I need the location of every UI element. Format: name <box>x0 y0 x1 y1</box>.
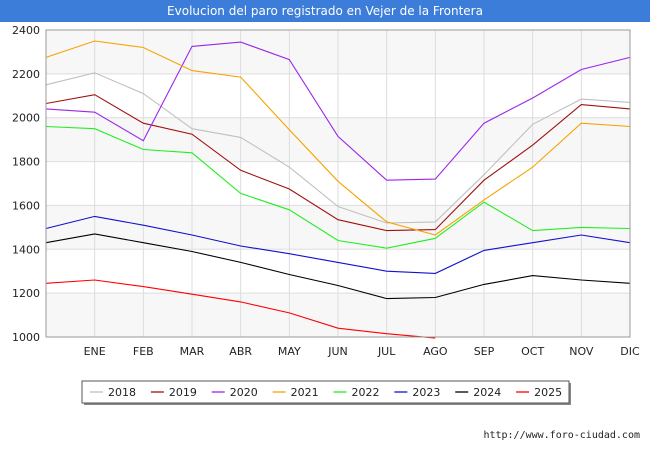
x-tick-label: AGO <box>423 345 448 358</box>
chart-title: Evolucion del paro registrado en Vejer d… <box>0 0 650 22</box>
x-tick-label: JUL <box>377 345 396 358</box>
legend-label-2018: 2018 <box>108 386 136 399</box>
y-tick-label: 2000 <box>12 112 40 125</box>
legend-label-2022: 2022 <box>352 386 380 399</box>
x-tick-label: DIC <box>620 345 640 358</box>
legend-label-2019: 2019 <box>169 386 197 399</box>
legend-label-2021: 2021 <box>291 386 319 399</box>
x-tick-label: JUN <box>327 345 348 358</box>
y-tick-label: 1800 <box>12 156 40 169</box>
y-tick-labels: 1000 1200 1400 1600 1800 2000 2200 2400 <box>12 24 40 344</box>
x-tick-label: SEP <box>474 345 495 358</box>
plot-border <box>45 29 631 338</box>
series-line-2021 <box>45 40 631 236</box>
series-line-2022 <box>45 125 631 249</box>
y-tick-label: 1400 <box>12 243 40 256</box>
legend-box <box>81 380 570 404</box>
series-lines <box>45 40 631 339</box>
x-tick-label: FEB <box>133 345 154 358</box>
legend-label-2020: 2020 <box>230 386 258 399</box>
x-tick-label: MAY <box>278 345 301 358</box>
legend-label-2025: 2025 <box>534 386 562 399</box>
series-line-2025 <box>45 279 436 339</box>
series-line-2024 <box>45 233 631 300</box>
axes <box>45 29 631 338</box>
x-tick-label: ENE <box>84 345 106 358</box>
legend: 2018 2019 2020 2021 2022 2023 2024 2025 <box>81 380 571 405</box>
x-tick-labels: ENE FEB MAR ABR MAY JUN JUL AGO SEP OCT NOV DIC <box>84 345 640 358</box>
y-tick-label: 2200 <box>12 68 40 81</box>
legend-label-2023: 2023 <box>412 386 440 399</box>
y-tick-label: 2400 <box>12 24 40 37</box>
y-tick-label: 1200 <box>12 287 40 300</box>
x-tick-label: MAR <box>180 345 205 358</box>
x-tick-label: OCT <box>521 345 544 358</box>
source-credit: http://www.foro-ciudad.com <box>483 430 640 441</box>
series-line-2023 <box>45 215 631 274</box>
series-line-2018 <box>45 72 631 224</box>
x-tick-label: ABR <box>229 345 252 358</box>
series-line-2019 <box>45 94 631 232</box>
y-tick-label: 1000 <box>12 331 40 344</box>
legend-label-2024: 2024 <box>473 386 501 399</box>
x-tick-label: NOV <box>569 345 594 358</box>
series-line-2020 <box>45 41 631 181</box>
y-tick-label: 1600 <box>12 199 40 212</box>
